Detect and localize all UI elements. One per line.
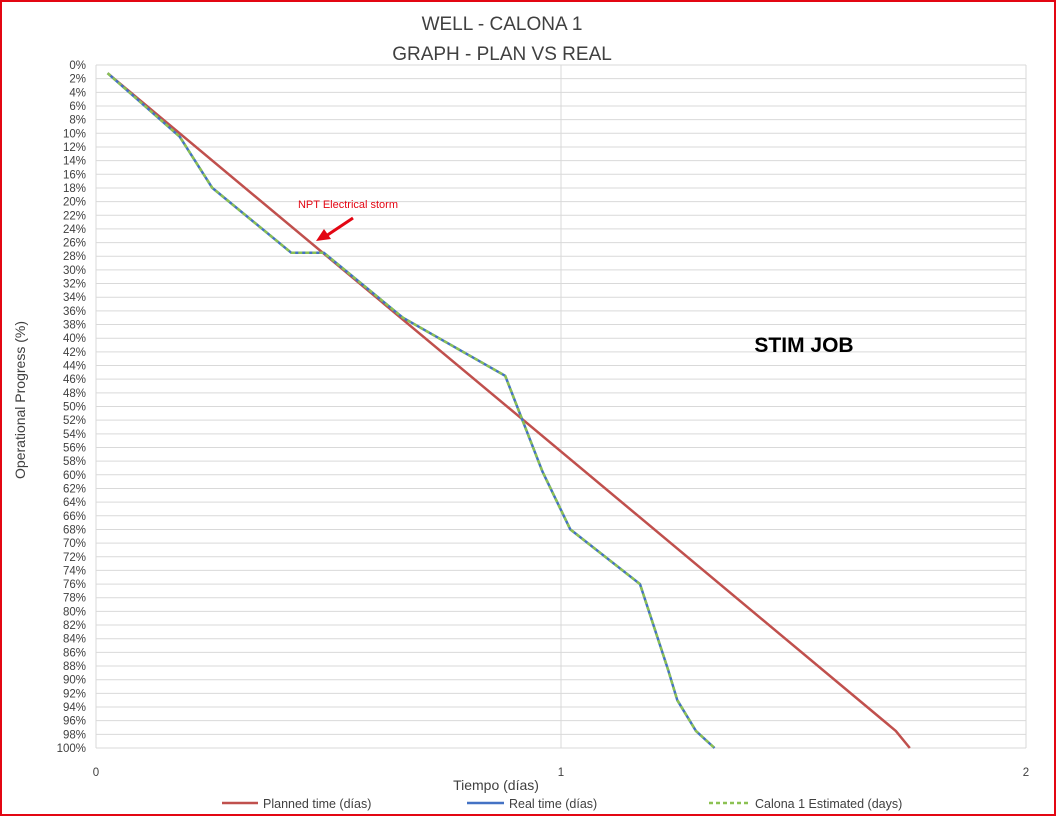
y-tick-label: 34% bbox=[63, 292, 86, 304]
y-tick-label: 52% bbox=[63, 415, 86, 427]
y-tick-label: 22% bbox=[63, 210, 86, 222]
chart-title: WELL - CALONA 1 bbox=[421, 14, 583, 35]
x-tick-labels: 0 1 2 bbox=[93, 767, 1029, 779]
y-tick-label: 80% bbox=[63, 606, 86, 618]
y-tick-label: 6% bbox=[69, 101, 86, 113]
x-tick-label: 2 bbox=[1023, 767, 1029, 779]
y-tick-label: 30% bbox=[63, 265, 86, 277]
y-tick-label: 40% bbox=[63, 333, 86, 345]
y-tick-label: 44% bbox=[63, 361, 86, 373]
grid-lines bbox=[95, 64, 1027, 749]
y-tick-label: 42% bbox=[63, 347, 86, 359]
y-tick-label: 64% bbox=[63, 497, 86, 509]
stim-job-label: STIM JOB bbox=[754, 334, 853, 357]
npt-annotation-label: NPT Electrical storm bbox=[298, 199, 398, 211]
y-tick-label: 66% bbox=[63, 511, 86, 523]
y-tick-label: 18% bbox=[63, 183, 86, 195]
y-tick-label: 48% bbox=[63, 388, 86, 400]
y-tick-label: 50% bbox=[63, 402, 86, 414]
y-tick-label: 8% bbox=[69, 115, 86, 127]
y-tick-label: 88% bbox=[63, 661, 86, 673]
y-tick-label: 10% bbox=[63, 128, 86, 140]
y-tick-label: 78% bbox=[63, 593, 86, 605]
y-tick-label: 20% bbox=[63, 197, 86, 209]
x-tick-label: 0 bbox=[93, 767, 99, 779]
y-tick-label: 24% bbox=[63, 224, 86, 236]
y-tick-label: 26% bbox=[63, 238, 86, 250]
y-tick-label: 32% bbox=[63, 279, 86, 291]
series-line-estimated bbox=[106, 72, 716, 749]
y-tick-label: 74% bbox=[63, 565, 86, 577]
y-tick-labels: 0% 2%4% 6% 8%10% 12% 14%16% 18% 20%22% 24% 26%28%… bbox=[57, 60, 86, 755]
y-tick-label: 86% bbox=[63, 647, 86, 659]
legend-label-estimated: Calona 1 Estimated (days) bbox=[755, 797, 902, 811]
y-tick-label: 60% bbox=[63, 470, 86, 482]
y-tick-label: 36% bbox=[63, 306, 86, 318]
legend: Planned time (días) Real time (días) Cal… bbox=[222, 797, 902, 811]
y-tick-label: 94% bbox=[63, 702, 86, 714]
y-tick-label: 98% bbox=[63, 729, 86, 741]
y-tick-label: 56% bbox=[63, 442, 86, 454]
y-tick-label: 16% bbox=[63, 169, 86, 181]
y-tick-label: 28% bbox=[63, 251, 86, 263]
x-tick-label: 1 bbox=[558, 767, 564, 779]
y-tick-label: 84% bbox=[63, 634, 86, 646]
y-tick-label: 96% bbox=[63, 716, 86, 728]
y-tick-label: 0% bbox=[69, 60, 86, 72]
y-axis-title: Operational Progress (%) bbox=[12, 321, 28, 479]
y-tick-label: 58% bbox=[63, 456, 86, 468]
y-tick-label: 12% bbox=[63, 142, 86, 154]
y-tick-label: 38% bbox=[63, 320, 86, 332]
y-tick-label: 4% bbox=[69, 87, 86, 99]
y-tick-label: 14% bbox=[63, 156, 86, 168]
y-tick-label: 90% bbox=[63, 675, 86, 687]
y-tick-label: 72% bbox=[63, 552, 86, 564]
npt-arrow-icon bbox=[316, 216, 354, 241]
legend-label-real: Real time (días) bbox=[509, 797, 597, 811]
y-tick-label: 92% bbox=[63, 688, 86, 700]
y-tick-label: 68% bbox=[63, 524, 86, 536]
y-tick-label: 82% bbox=[63, 620, 86, 632]
y-tick-label: 70% bbox=[63, 538, 86, 550]
y-tick-label: 46% bbox=[63, 374, 86, 386]
legend-label-planned: Planned time (días) bbox=[263, 797, 371, 811]
y-tick-label: 62% bbox=[63, 483, 86, 495]
y-tick-label: 54% bbox=[63, 429, 86, 441]
chart-subtitle: GRAPH - PLAN VS REAL bbox=[392, 44, 612, 65]
y-tick-label: 100% bbox=[57, 743, 86, 755]
y-tick-label: 76% bbox=[63, 579, 86, 591]
y-tick-label: 2% bbox=[69, 74, 86, 86]
x-axis-title: Tiempo (días) bbox=[453, 777, 539, 793]
series-lines bbox=[106, 72, 911, 749]
